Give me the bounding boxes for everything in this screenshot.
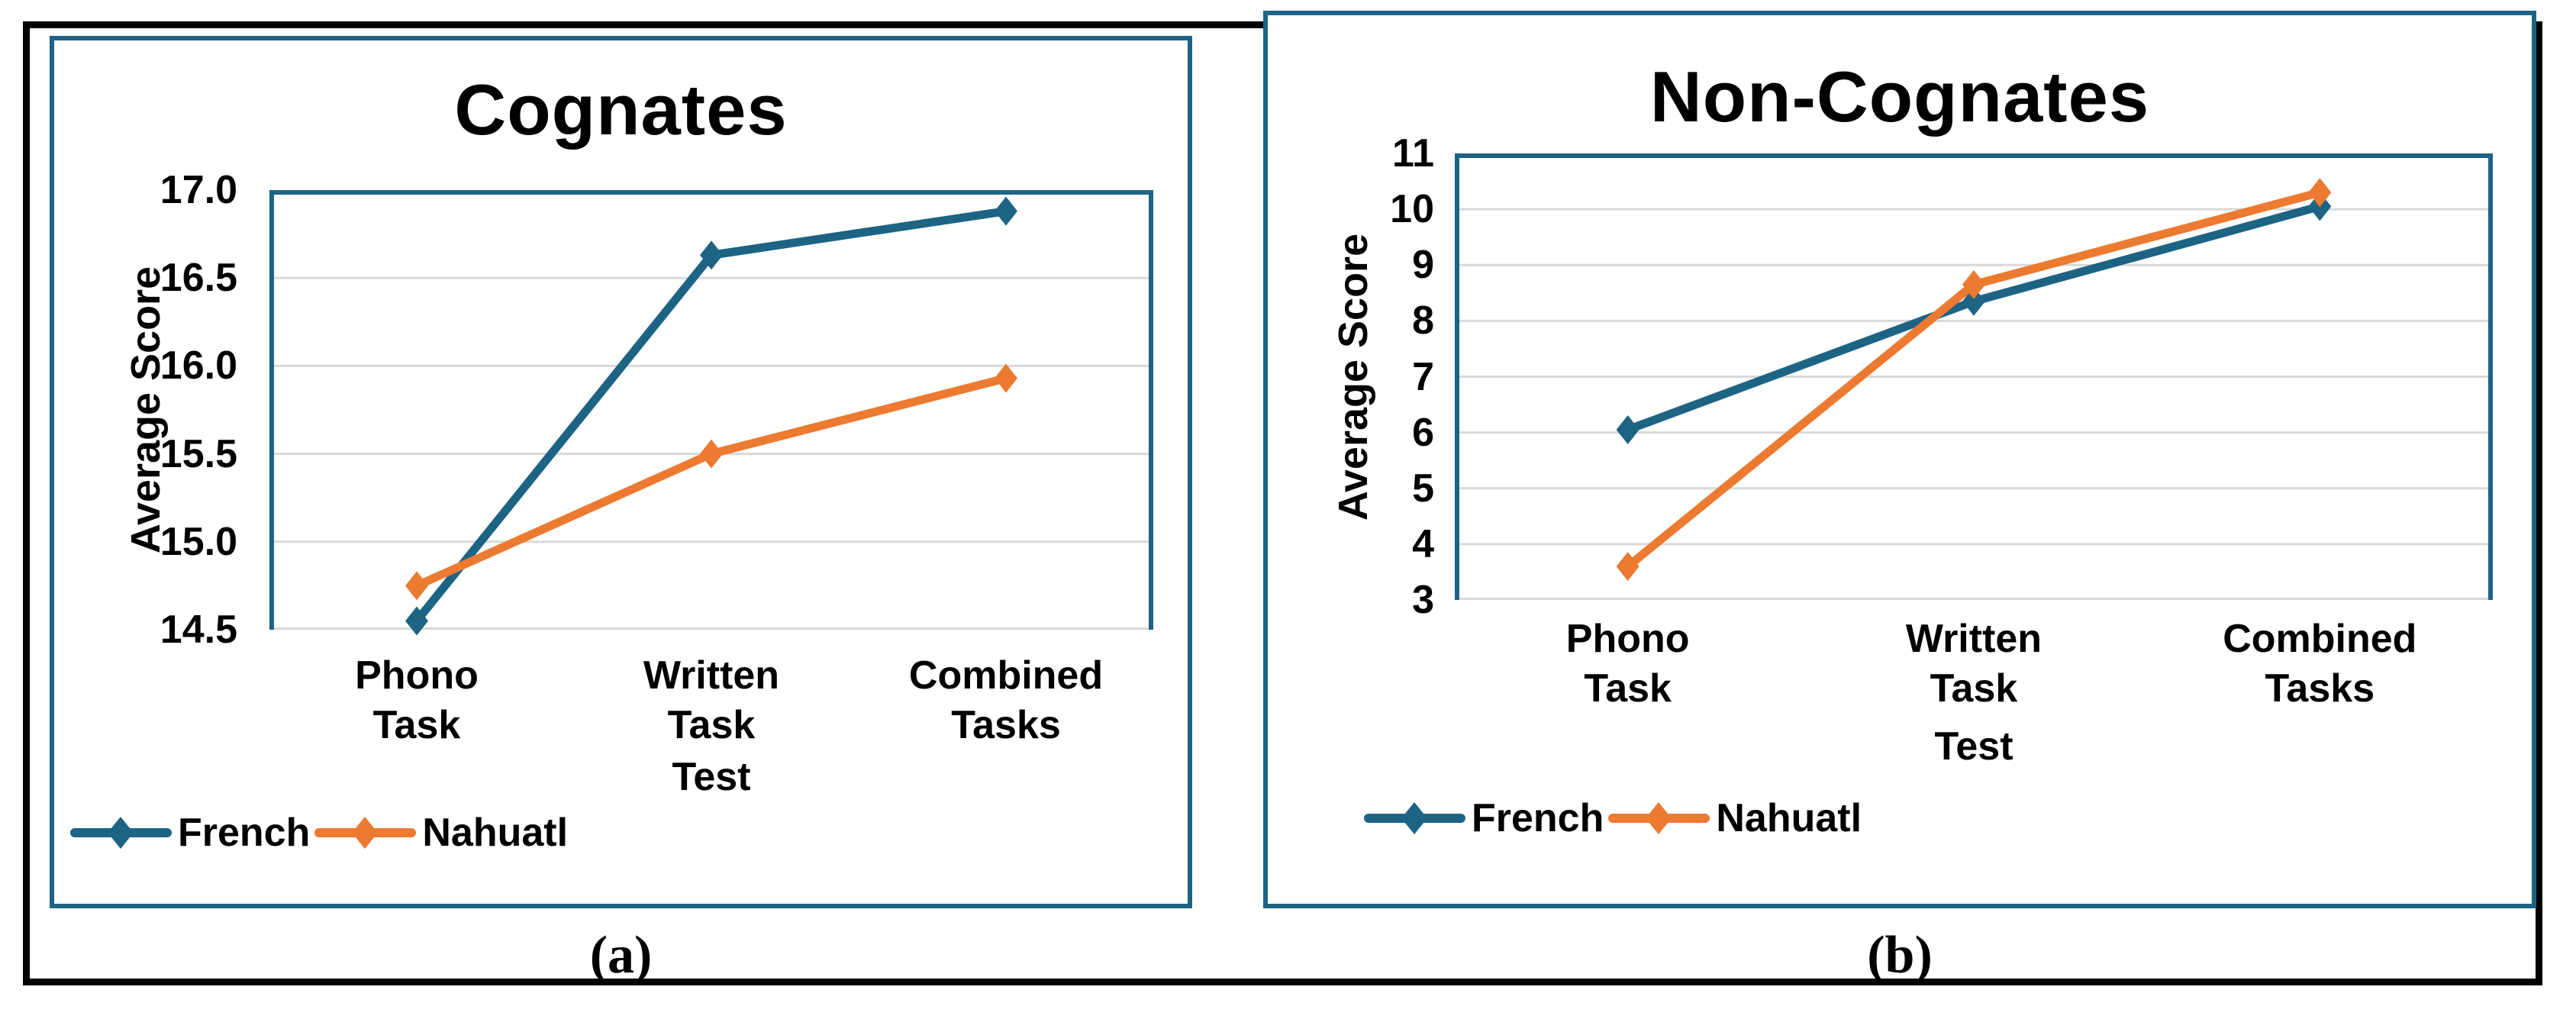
y-tick-label: 16.5 (160, 256, 237, 301)
x-axis-title-cognates: Test (672, 755, 751, 799)
x-tick-label: Written Task (1905, 617, 2042, 711)
marker-nahuatl (1616, 552, 1639, 582)
legend-item-nahuatl: Nahuatl (1608, 795, 1862, 841)
y-tick-label: 3 (1412, 578, 1434, 622)
legend-marker-icon (1608, 802, 1710, 834)
legend-marker-diamond (108, 817, 134, 849)
y-tick-label: 16.0 (160, 343, 237, 389)
series-line-nahuatl (1623, 188, 2324, 571)
legend-marker-icon (314, 817, 417, 849)
y-tick-label: 5 (1412, 466, 1434, 511)
sub-label-b: (b) (1867, 926, 1933, 985)
legend-label: Nahuatl (1716, 796, 1862, 840)
y-tick-label: 4 (1412, 521, 1434, 566)
chart-title-cognates: Cognates (454, 69, 788, 150)
y-tick-label: 15.0 (160, 519, 237, 564)
x-tick-label: Combined Tasks (908, 653, 1104, 747)
legend-non-cognates: French Nahuatl (1364, 795, 1862, 841)
sub-label-a: (a) (589, 926, 653, 985)
plot-area-non-cognates (1455, 153, 2493, 600)
x-axis-title-non-cognates: Test (1934, 724, 2013, 769)
legend-cognates: French Nahuatl (70, 810, 569, 856)
plot-border (1455, 153, 2493, 600)
y-axis-title-cognates: Average Score (123, 266, 169, 554)
legend-label: Nahuatl (422, 811, 569, 855)
legend-label: French (1472, 796, 1604, 840)
marker-french (700, 240, 723, 270)
series-line-french (412, 207, 1011, 625)
y-tick-label: 7 (1412, 354, 1434, 399)
plot-area-cognates (269, 190, 1153, 636)
panel-cognates: Cognates Average Score 17.0 16.5 16.0 15.5 1… (50, 36, 1192, 908)
y-tick-label: 14.5 (160, 608, 237, 652)
series-line-french (1623, 202, 2324, 434)
legend-marker-diamond (1401, 802, 1427, 834)
legend-item-french: French (1364, 795, 1604, 841)
y-tick-label: 11 (1392, 131, 1434, 176)
marker-nahuatl (995, 363, 1017, 393)
chart-title-non-cognates: Non-Cognates (1649, 56, 2150, 137)
y-tick-label: 6 (1412, 410, 1434, 455)
plot-svg-non-cognates (1455, 153, 2493, 600)
x-tick-label: Combined Tasks (2223, 617, 2417, 711)
legend-marker-diamond (352, 817, 379, 849)
marker-french (405, 606, 428, 636)
y-tick-label: 9 (1412, 243, 1434, 288)
legend-item-nahuatl: Nahuatl (314, 810, 569, 856)
legend-label: French (178, 811, 311, 855)
marker-french (995, 196, 1017, 226)
x-tick-label: Phono Task (355, 653, 479, 747)
series-line-nahuatl (412, 374, 1011, 590)
y-tick-label: 8 (1412, 298, 1434, 343)
legend-marker-icon (70, 817, 172, 849)
legend-marker-icon (1364, 802, 1465, 834)
panel-non-cognates: Non-Cognates Average Score 11 10 9 8 7 6 5 4 3 P… (1263, 11, 2536, 908)
plot-svg-cognates (269, 190, 1153, 636)
marker-french (1616, 414, 1639, 444)
x-tick-label: Phono Task (1565, 617, 1690, 711)
marker-nahuatl (405, 571, 428, 601)
y-tick-label: 10 (1390, 187, 1434, 232)
marker-nahuatl (1962, 269, 1985, 299)
y-tick-label: 17.0 (160, 168, 237, 212)
x-tick-label: Written Task (643, 653, 780, 747)
y-tick-label: 15.5 (160, 431, 237, 476)
marker-nahuatl (2308, 178, 2332, 208)
marker-nahuatl (700, 439, 723, 469)
legend-marker-diamond (1646, 802, 1672, 834)
legend-item-french: French (70, 810, 311, 856)
plot-border (269, 190, 1153, 630)
